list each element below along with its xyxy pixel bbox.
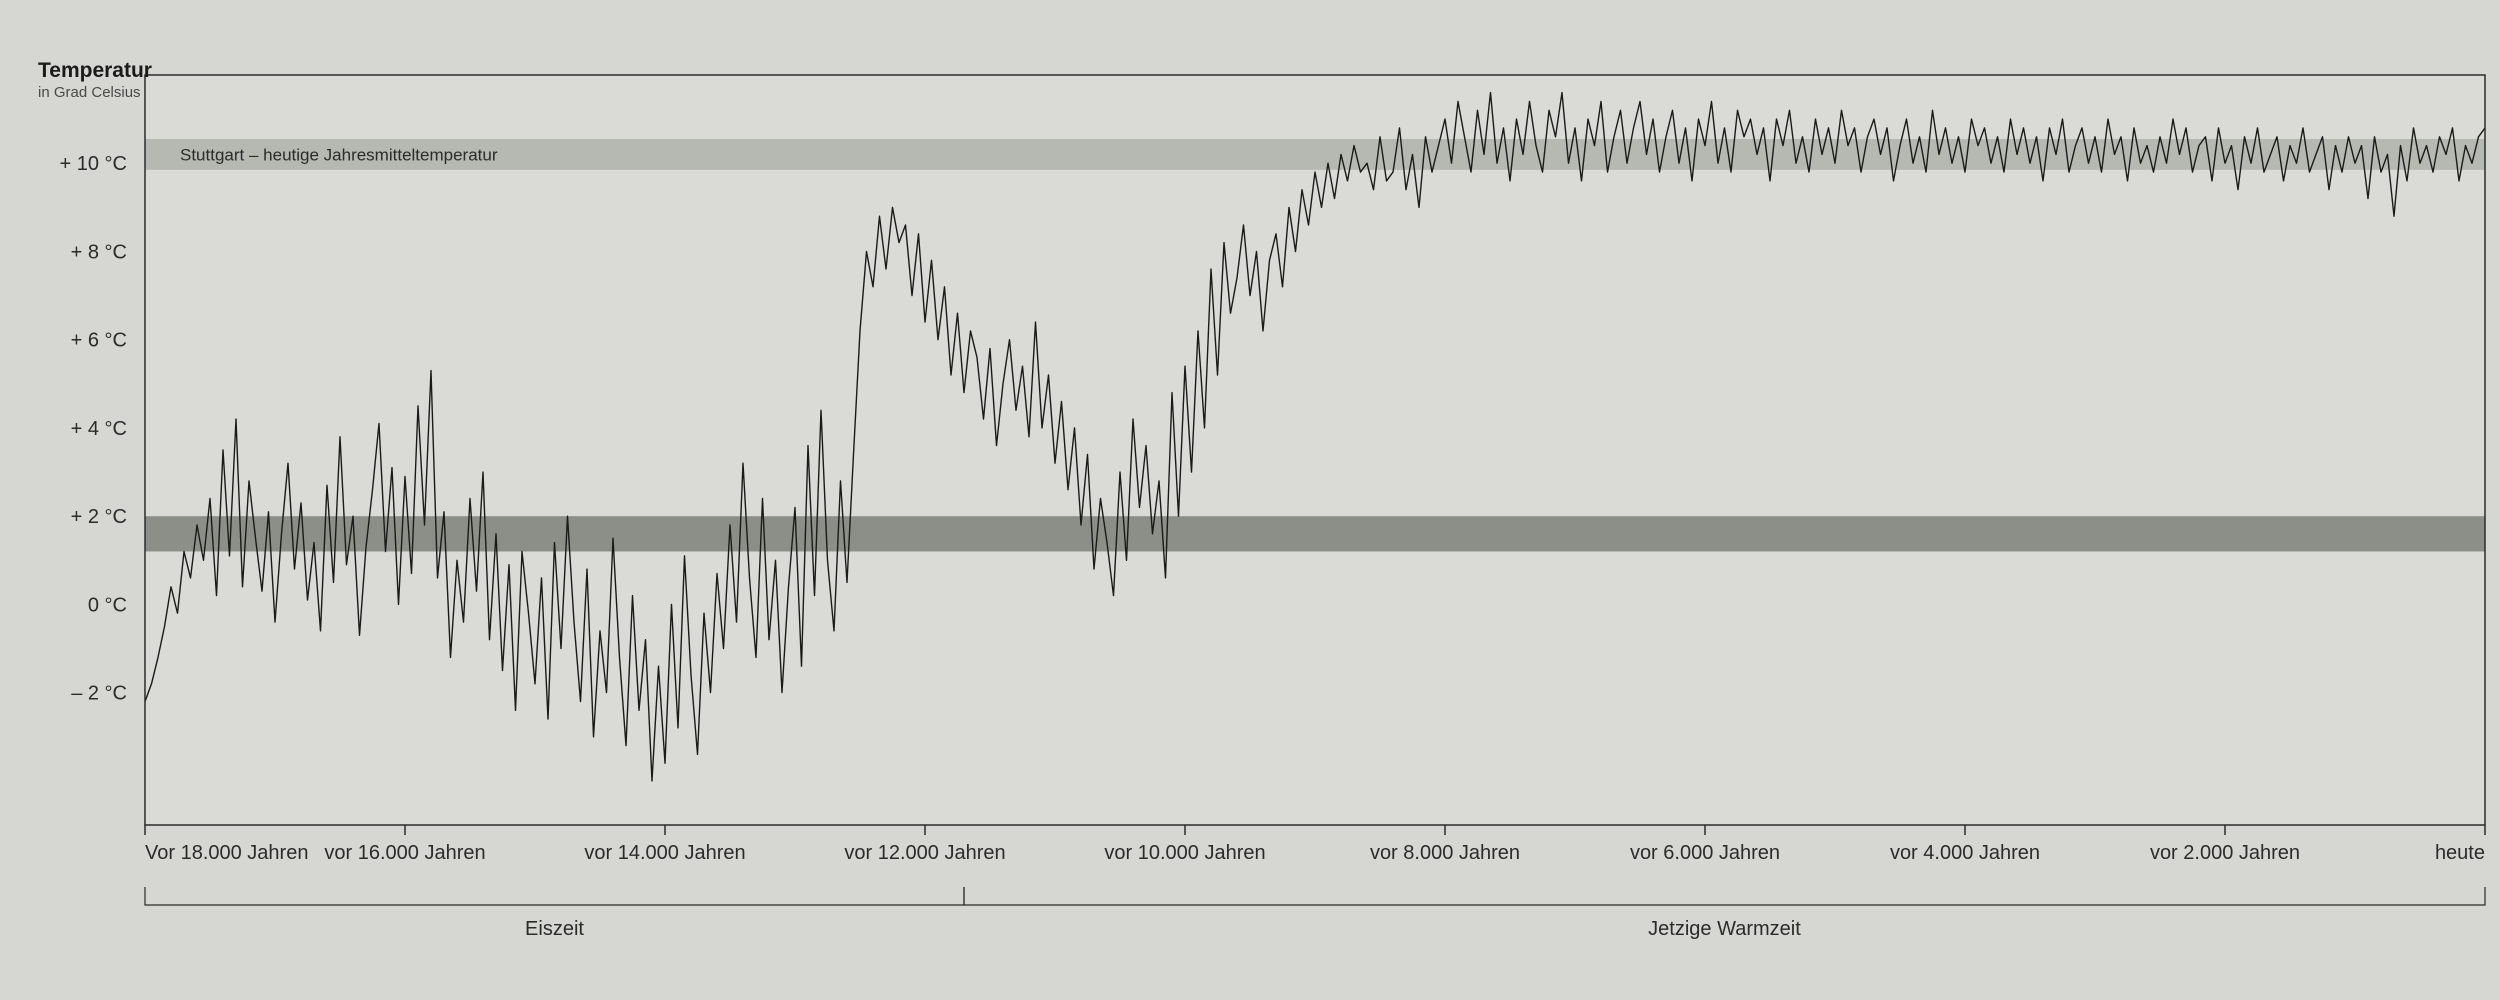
y-tick-label: + 8 °C [71,241,127,263]
y-tick-label: + 2 °C [71,506,127,528]
y-tick-label: + 4 °C [71,418,127,440]
x-tick-label: vor 14.000 Jahren [584,842,745,864]
y-axis-title: Temperatur [38,59,152,82]
x-tick-label: vor 12.000 Jahren [844,842,1005,864]
y-tick-label: – 2 °C [71,683,127,705]
x-tick-label: vor 4.000 Jahren [1890,842,2040,864]
x-tick-label: vor 2.000 Jahren [2150,842,2300,864]
temperature-chart: Stuttgart – heutige Jahresmitteltemperat… [0,0,2500,1000]
y-axis-subtitle: in Grad Celsius [38,84,141,101]
x-tick-label: vor 10.000 Jahren [1104,842,1265,864]
y-tick-label: 0 °C [88,594,127,616]
x-tick-label: vor 8.000 Jahren [1370,842,1520,864]
y-tick-label: + 6 °C [71,330,127,352]
y-tick-label: + 10 °C [60,153,127,175]
x-tick-label: Vor 18.000 Jahren [145,842,308,864]
reference-band-label-stuttgart: Stuttgart – heutige Jahresmitteltemperat… [180,145,498,164]
era-label: Eiszeit [525,918,584,940]
chart-canvas: Stuttgart – heutige Jahresmitteltemperat… [0,0,2500,1000]
x-tick-label: heute [2435,842,2485,864]
era-label: Jetzige Warmzeit [1648,918,1801,940]
x-tick-label: vor 16.000 Jahren [324,842,485,864]
x-tick-label: vor 6.000 Jahren [1630,842,1780,864]
